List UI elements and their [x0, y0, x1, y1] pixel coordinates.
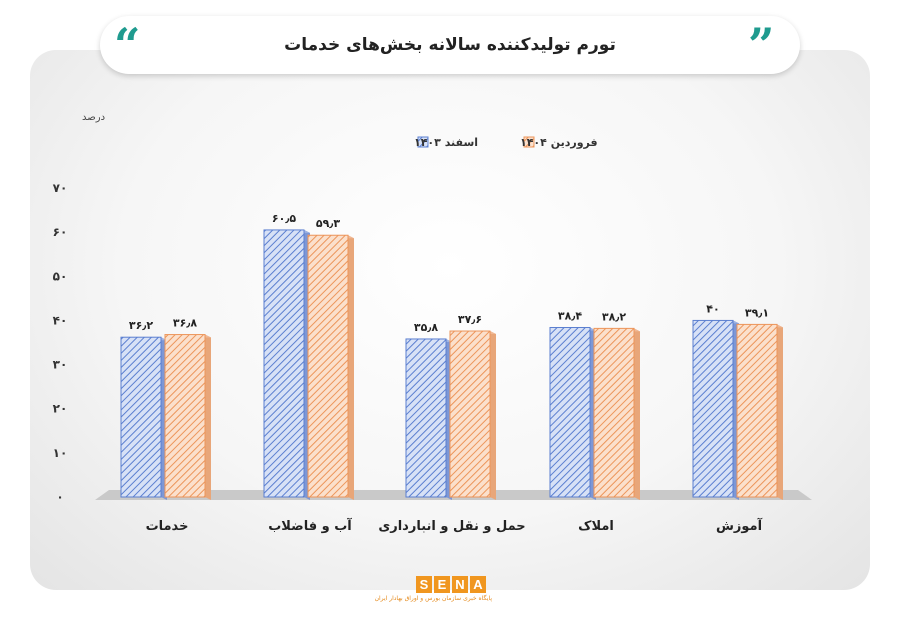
data-label: ۳۵٫۸ — [414, 321, 439, 334]
data-label: ۵۹٫۳ — [316, 217, 341, 230]
bar — [736, 323, 778, 498]
legend-label: فروردین ۱۴۰۴ — [520, 136, 598, 149]
y-tick-label: ۲۰ — [53, 402, 68, 416]
logo-letter: E — [434, 576, 450, 593]
title-bar: تورم تولیدکننده سالانه بخش‌های خدمات — [100, 16, 800, 74]
y-tick-label: ۳۰ — [53, 358, 68, 372]
bar — [307, 234, 349, 498]
bar — [263, 229, 305, 498]
category-label: خدمات — [146, 519, 189, 534]
logo-subtitle: پایگاه خبری سازمان بورس و اوراق بهادار ا… — [374, 595, 492, 602]
y-axis-label: درصد — [82, 112, 105, 123]
category-label: حمل و نقل و انبارداری — [378, 519, 525, 534]
bar — [405, 338, 447, 498]
bar-side — [205, 334, 211, 500]
bar — [120, 336, 162, 498]
quote-open-icon: “ — [114, 18, 141, 72]
bar-side — [634, 328, 640, 500]
bar — [692, 319, 734, 498]
bar-side — [490, 331, 496, 500]
y-tick-label: ۶۰ — [53, 225, 68, 239]
bar — [449, 330, 491, 498]
chart-title: تورم تولیدکننده سالانه بخش‌های خدمات — [284, 35, 616, 55]
bar — [593, 327, 635, 498]
legend-label: اسفند ۱۴۰۳ — [414, 136, 478, 149]
category-label: آموزش — [716, 517, 763, 534]
category-label: آب و فاضلاب — [268, 517, 352, 534]
legend-swatch — [417, 136, 429, 148]
y-tick-label: ۵۰ — [53, 269, 68, 283]
y-tick-label: ۴۰ — [53, 313, 68, 327]
data-label: ۳۶٫۸ — [173, 317, 198, 330]
logo-letter: A — [470, 576, 486, 593]
data-label: ۳۸٫۴ — [558, 309, 583, 322]
data-label: ۴۰ — [706, 302, 719, 315]
data-label: ۳۸٫۲ — [602, 310, 627, 323]
data-label: ۳۶٫۲ — [129, 319, 154, 332]
bar — [549, 326, 591, 498]
legend-swatch — [523, 136, 535, 148]
bar-side — [777, 324, 783, 500]
data-label: ۳۷٫۶ — [458, 313, 482, 326]
quote-close-icon: ” — [748, 18, 775, 72]
y-tick-label: ۱۰ — [53, 446, 68, 460]
bar-side — [348, 235, 354, 501]
logo-letter: S — [416, 576, 432, 593]
data-label: ۶۰٫۵ — [272, 212, 297, 225]
category-label: املاک — [578, 519, 614, 534]
logo-letter: N — [452, 576, 468, 593]
data-label: ۳۹٫۱ — [745, 306, 769, 319]
bar — [164, 334, 206, 498]
y-tick-label: ۷۰ — [53, 181, 68, 195]
y-tick-label: ۰ — [56, 490, 63, 504]
